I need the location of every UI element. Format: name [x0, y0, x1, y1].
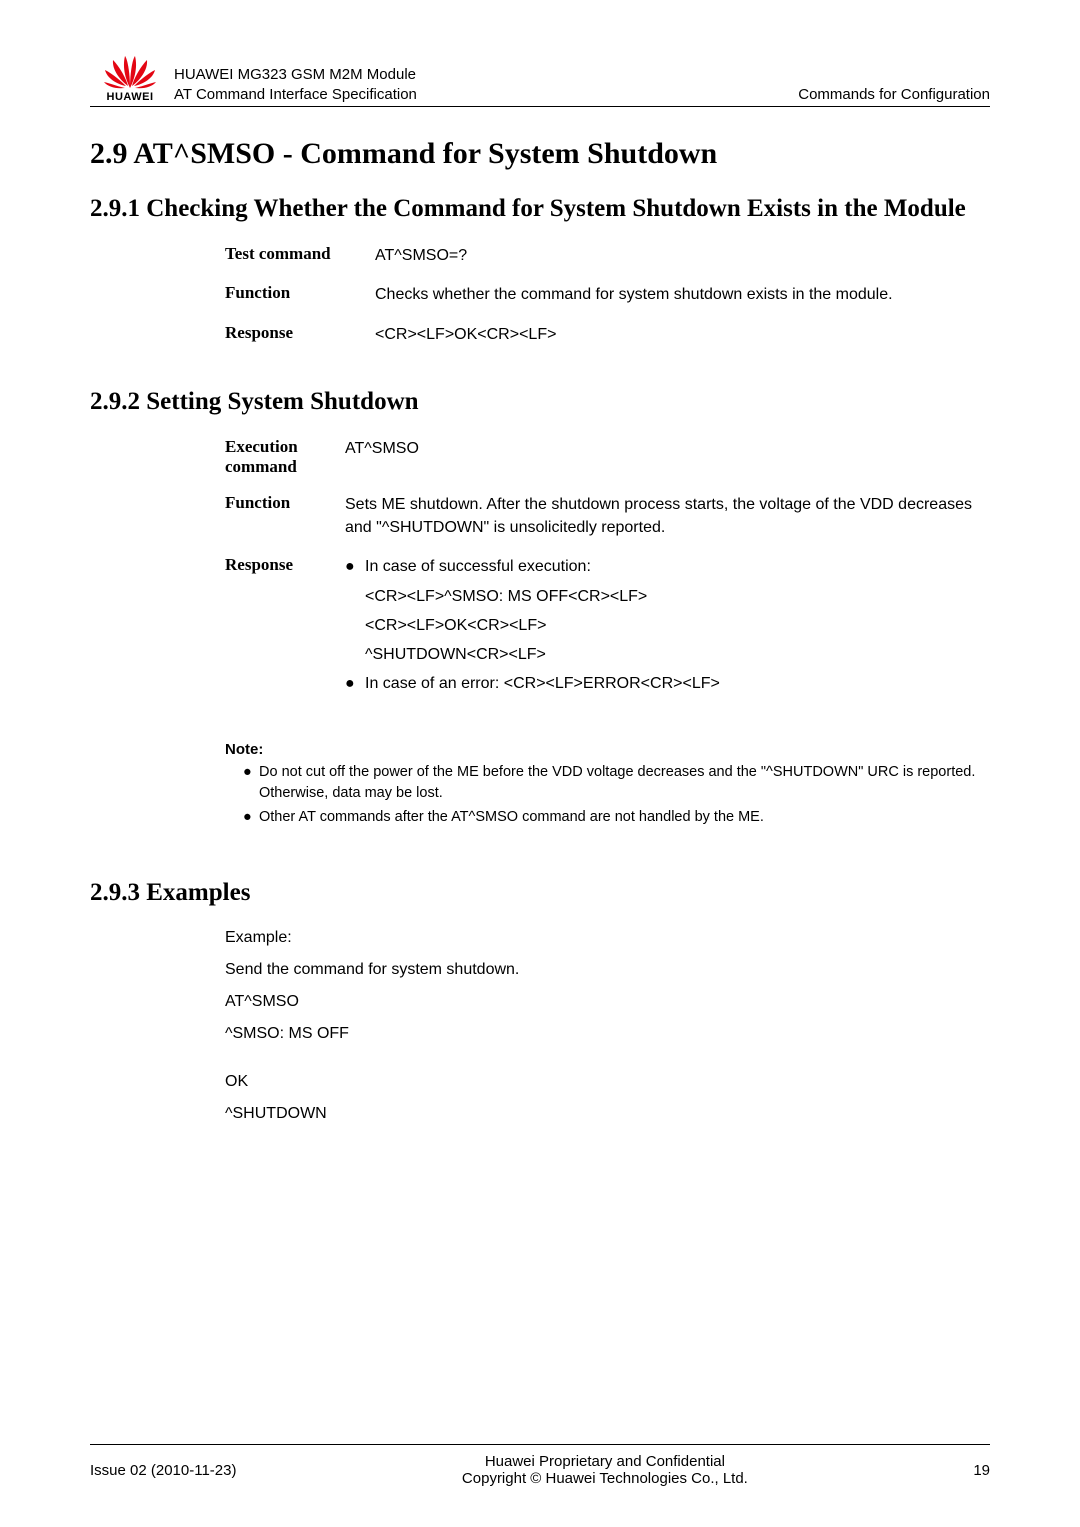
footer-issue: Issue 02 (2010-11-23) — [90, 1462, 236, 1479]
example-line-6: ^SHUTDOWN — [225, 1105, 990, 1123]
logo-block: HUAWEI — [90, 50, 170, 103]
row-execution-command: Execution command AT^SMSO — [225, 437, 990, 477]
example-line-5: OK — [225, 1073, 990, 1091]
response-line-2: <CR><LF>OK<CR><LF> — [345, 614, 990, 637]
row-function: Function Checks whether the command for … — [225, 283, 990, 306]
page-footer: Issue 02 (2010-11-23) Huawei Proprietary… — [90, 1444, 990, 1487]
value-function: Checks whether the command for system sh… — [375, 283, 990, 306]
bullet-icon: ● — [345, 555, 365, 578]
footer-proprietary: Huawei Proprietary and Confidential — [236, 1453, 973, 1470]
response-bullet-2: ● In case of an error: <CR><LF>ERROR<CR>… — [345, 672, 990, 695]
example-line-1: Example: — [225, 929, 990, 947]
value-execution-command: AT^SMSO — [345, 437, 990, 477]
response-bullet-1: ● In case of successful execution: — [345, 555, 990, 578]
note-block: Note: ● Do not cut off the power of the … — [225, 741, 990, 827]
definition-block-2-9-1: Test command AT^SMSO=? Function Checks w… — [225, 244, 990, 346]
value-test-command: AT^SMSO=? — [375, 244, 990, 267]
page-content: HUAWEI HUAWEI MG323 GSM M2M Module AT Co… — [0, 0, 1080, 1177]
label-test-command: Test command — [225, 244, 375, 267]
doc-title-line1: HUAWEI MG323 GSM M2M Module — [174, 66, 798, 83]
subsection-heading-2-9-2: 2.9.2 Setting System Shutdown — [90, 386, 990, 417]
note-text-2: Other AT commands after the AT^SMSO comm… — [259, 807, 764, 827]
row-function-2: Function Sets ME shutdown. After the shu… — [225, 493, 990, 539]
logo-text: HUAWEI — [107, 91, 154, 103]
footer-copyright: Copyright © Huawei Technologies Co., Ltd… — [236, 1470, 973, 1487]
response-line-1: <CR><LF>^SMSO: MS OFF<CR><LF> — [345, 585, 990, 608]
spacer — [225, 1057, 990, 1073]
huawei-logo-icon — [104, 50, 156, 90]
bullet-icon: ● — [345, 672, 365, 695]
example-line-3: AT^SMSO — [225, 993, 990, 1011]
doc-title-line2: AT Command Interface Specification — [174, 86, 798, 103]
definition-block-2-9-2: Execution command AT^SMSO Function Sets … — [225, 437, 990, 701]
label-response: Response — [225, 323, 375, 346]
header-section-title: Commands for Configuration — [798, 86, 990, 103]
value-response-2: ● In case of successful execution: <CR><… — [345, 555, 990, 701]
label-execution-command: Execution command — [225, 437, 345, 477]
row-response: Response <CR><LF>OK<CR><LF> — [225, 323, 990, 346]
page-header: HUAWEI HUAWEI MG323 GSM M2M Module AT Co… — [90, 50, 990, 107]
note-item-1: ● Do not cut off the power of the ME bef… — [243, 762, 990, 803]
label-response-2: Response — [225, 555, 345, 701]
subsection-heading-2-9-1: 2.9.1 Checking Whether the Command for S… — [90, 193, 990, 224]
response-success-text: In case of successful execution: — [365, 555, 990, 578]
bullet-icon: ● — [243, 762, 259, 803]
header-titles: HUAWEI MG323 GSM M2M Module AT Command I… — [170, 66, 798, 103]
subsection-heading-2-9-3: 2.9.3 Examples — [90, 877, 990, 908]
value-response: <CR><LF>OK<CR><LF> — [375, 323, 990, 346]
footer-center: Huawei Proprietary and Confidential Copy… — [236, 1453, 973, 1487]
bullet-icon: ● — [243, 807, 259, 827]
row-response-2: Response ● In case of successful executi… — [225, 555, 990, 701]
footer-page-number: 19 — [973, 1462, 990, 1479]
row-test-command: Test command AT^SMSO=? — [225, 244, 990, 267]
section-heading-2-9: 2.9 AT^SMSO - Command for System Shutdow… — [90, 137, 990, 171]
label-function: Function — [225, 283, 375, 306]
note-text-1: Do not cut off the power of the ME befor… — [259, 762, 990, 803]
example-line-2: Send the command for system shutdown. — [225, 961, 990, 979]
label-function-2: Function — [225, 493, 345, 539]
response-line-3: ^SHUTDOWN<CR><LF> — [345, 643, 990, 666]
response-error-text: In case of an error: <CR><LF>ERROR<CR><L… — [365, 672, 990, 695]
value-function-2: Sets ME shutdown. After the shutdown pro… — [345, 493, 990, 539]
note-item-2: ● Other AT commands after the AT^SMSO co… — [243, 807, 990, 827]
examples-body: Example: Send the command for system shu… — [225, 929, 990, 1123]
note-title: Note: — [225, 741, 990, 758]
example-line-4: ^SMSO: MS OFF — [225, 1025, 990, 1043]
